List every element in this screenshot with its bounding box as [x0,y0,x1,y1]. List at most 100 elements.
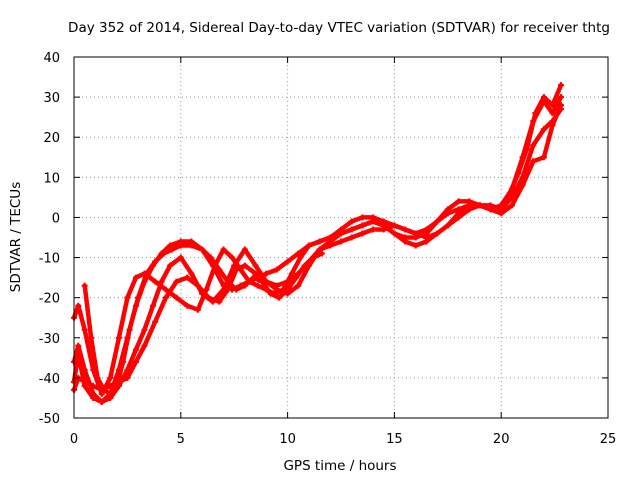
y-axis-label: SDTVAR / TECUs [8,182,24,292]
data-point [412,242,419,249]
data-point [519,154,526,161]
data-point [444,222,451,229]
data-point [75,302,82,309]
data-point [295,282,302,289]
data-point [132,274,139,281]
data-point [530,158,537,165]
data-point [94,374,101,381]
data-point [252,262,259,269]
data-point [276,294,283,301]
data-point [444,206,451,213]
data-point [508,202,515,209]
data-point [241,246,248,253]
data-point [540,98,547,105]
data-point [160,250,167,257]
data-point [295,250,302,257]
data-point [466,206,473,213]
data-point [402,226,409,233]
data-point [124,374,131,381]
data-point [338,238,344,245]
data-point [558,106,565,113]
data-point [152,278,159,285]
data-point [508,194,515,201]
data-point [220,246,227,253]
y-tick-label: -50 [39,412,60,427]
data-point [184,302,191,309]
data-point [188,242,195,249]
data-point [177,254,184,261]
data-point [316,246,323,253]
data-point [90,394,97,401]
y-tick-label: -10 [39,252,60,267]
data-point [75,342,82,349]
data-point [233,266,240,273]
series-group [71,82,565,405]
data-point [391,222,398,229]
data-point [318,250,325,257]
data-point [107,382,114,389]
data-point [284,286,291,293]
data-point [423,226,430,233]
data-point [241,262,248,269]
data-point [229,254,236,261]
chart-title: Day 352 of 2014, Sidereal Day-to-day VTE… [68,20,610,36]
data-point [120,358,127,365]
data-point [359,222,366,229]
data-point [100,386,107,393]
data-point [216,266,223,273]
data-point [75,350,82,357]
data-point [194,282,201,289]
data-point [81,378,88,385]
data-point [81,282,88,289]
data-point [412,230,419,237]
data-point [273,266,280,273]
data-point [455,214,462,221]
data-point [162,286,169,293]
data-point [169,246,176,253]
data-point [81,326,88,333]
x-tick-label: 15 [386,432,403,447]
data-point [267,290,274,297]
data-point [124,294,131,301]
data-point [205,294,212,301]
data-point [402,238,409,245]
y-tick-label: 10 [43,171,60,186]
data-point [113,382,120,389]
data-point [434,230,441,237]
data-point [199,246,206,253]
data-point [115,334,122,341]
data-point [263,270,270,277]
y-tick-label: -20 [39,292,60,307]
data-point [167,262,174,269]
data-point [152,258,159,265]
data-point [348,218,355,225]
data-point [558,94,565,101]
data-point [380,226,387,233]
data-point [132,358,139,365]
data-point [348,226,355,233]
data-point [316,238,323,245]
data-point [141,326,148,333]
data-point [250,274,257,281]
data-point [487,202,494,209]
y-tick-label: -40 [39,372,60,387]
data-point [173,294,180,301]
x-axis-label: GPS time / hours [283,458,396,474]
data-point [530,142,537,149]
data-point [143,270,150,277]
data-point [98,398,105,405]
data-point [301,262,308,269]
data-point [135,294,142,301]
data-point [258,278,265,285]
data-point [423,234,430,241]
data-point [359,230,366,237]
data-point [216,298,223,305]
data-point [297,254,304,261]
data-point [293,274,300,281]
y-tick-label: 30 [43,91,60,106]
data-point [88,334,95,341]
data-point [158,278,165,285]
data-point [194,306,201,313]
data-point [152,318,159,325]
